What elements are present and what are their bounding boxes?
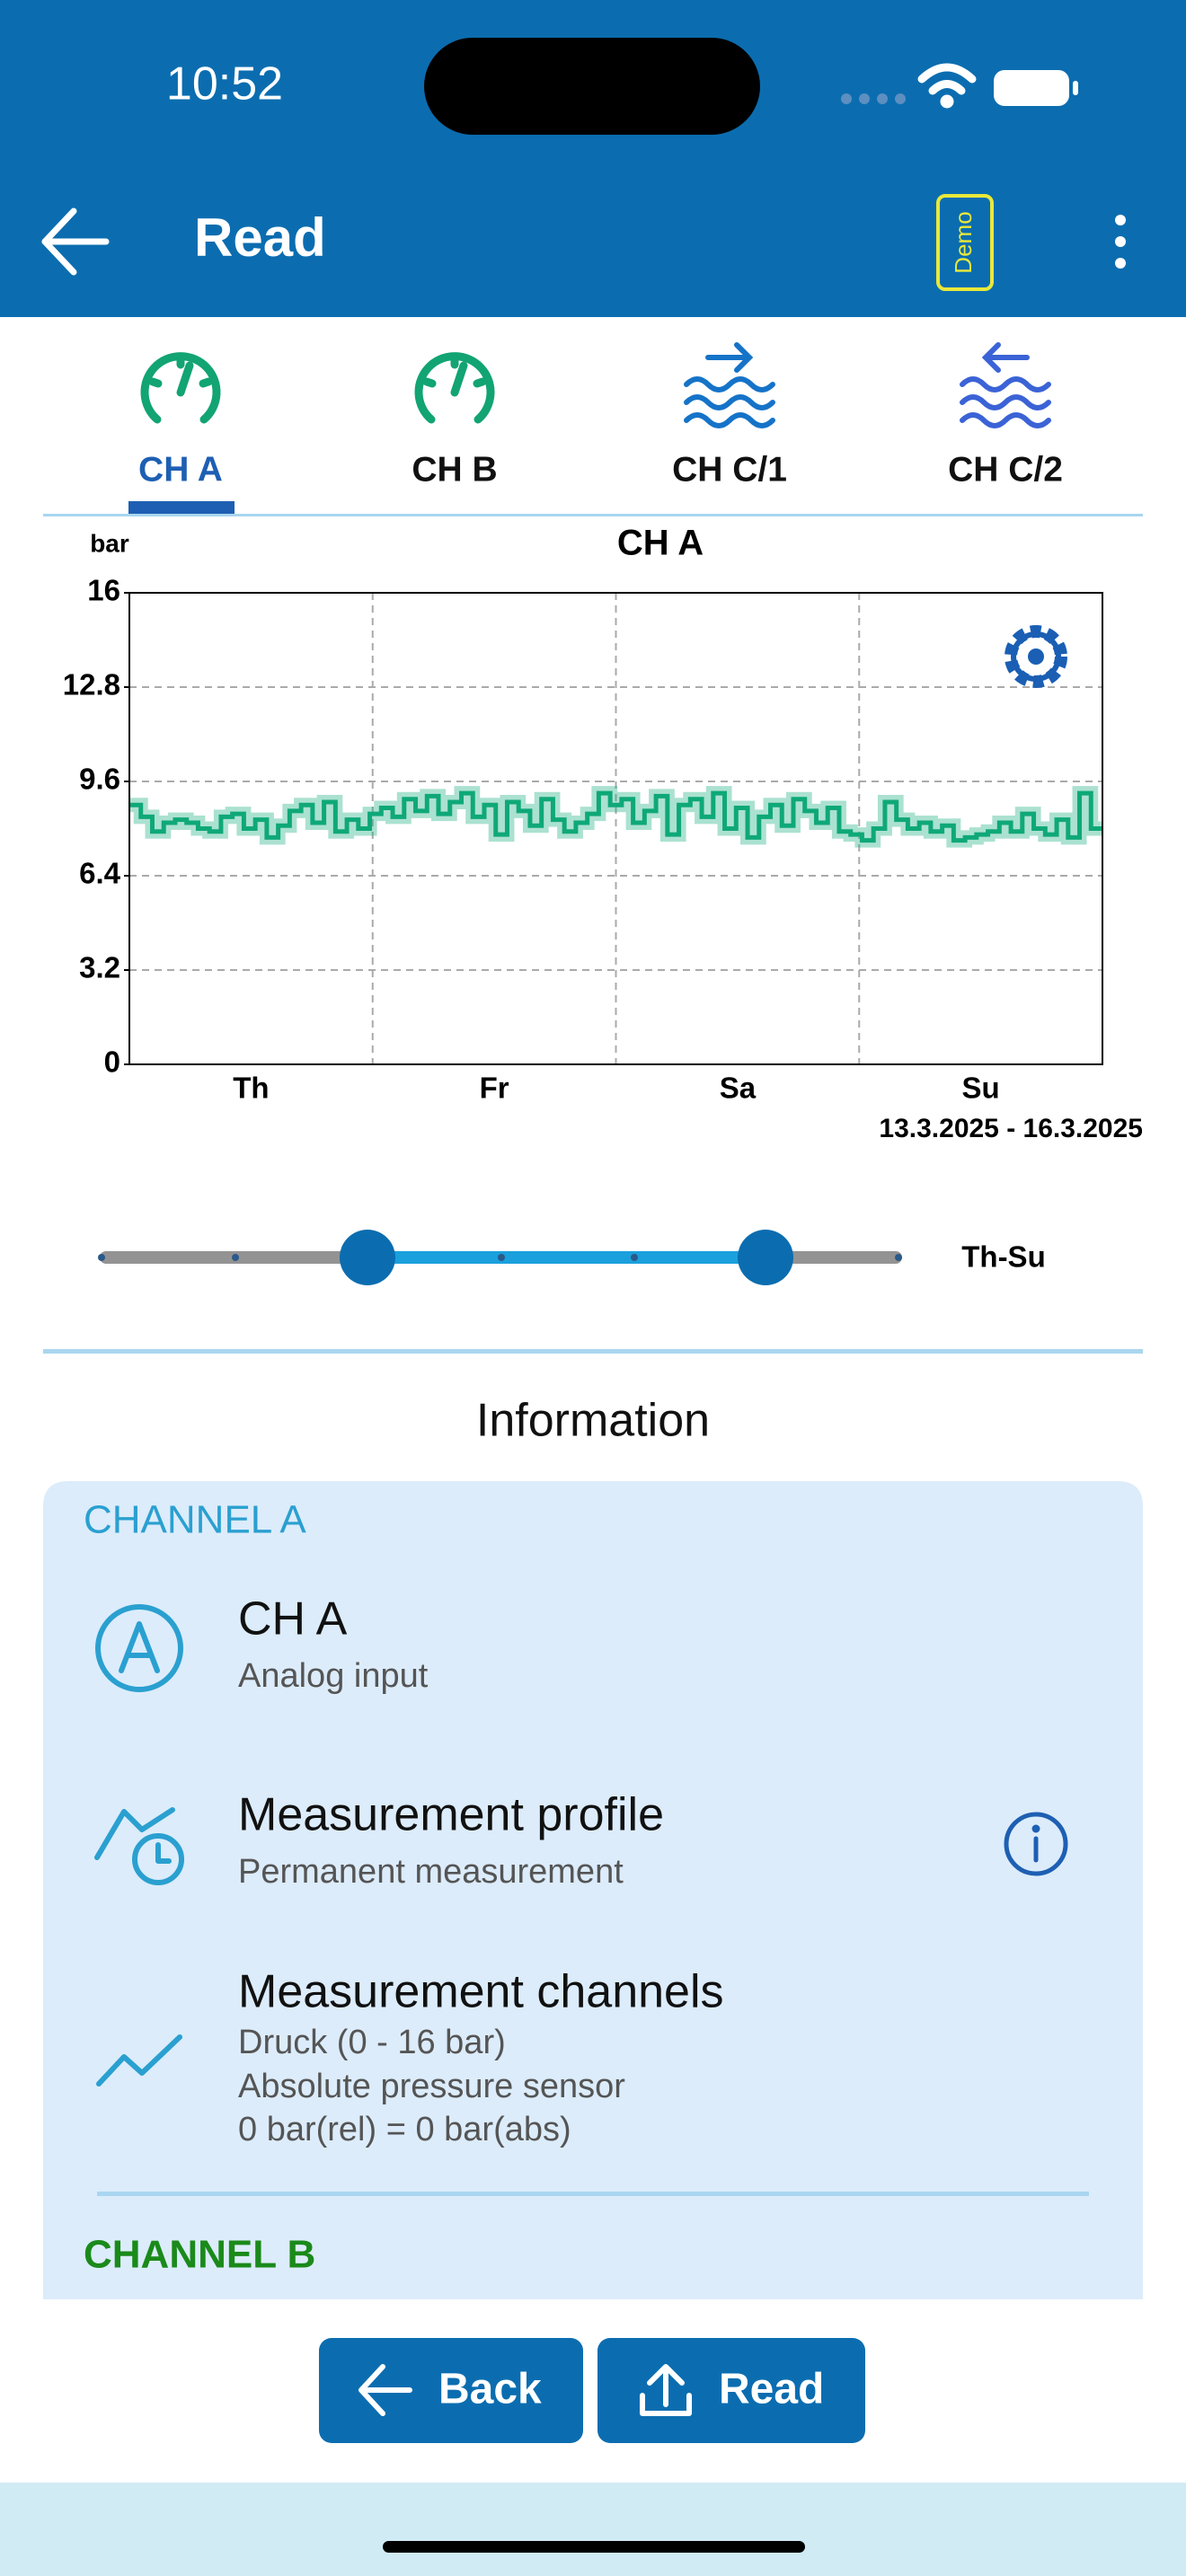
dynamic-island bbox=[424, 38, 760, 135]
date-range: 13.3.2025 - 16.3.2025 bbox=[879, 1114, 1143, 1143]
range-slider[interactable] bbox=[98, 1230, 902, 1285]
divider bbox=[43, 514, 1143, 516]
menu-icon[interactable] bbox=[1115, 215, 1126, 269]
button-label: Back bbox=[438, 2366, 542, 2413]
profile-icon bbox=[94, 1807, 184, 1885]
item-detail: Druck (0 - 16 bar) bbox=[238, 2024, 506, 2061]
settings-icon[interactable] bbox=[1005, 625, 1067, 688]
y-tick-label: 6.4 bbox=[79, 857, 121, 890]
item-detail: Absolute pressure sensor bbox=[238, 2068, 625, 2105]
back-arrow[interactable] bbox=[41, 207, 110, 276]
flow-in-icon bbox=[684, 342, 775, 428]
item-title: CH A bbox=[238, 1593, 348, 1645]
chart: bar CH A 13.3.2025 - 16.3.2025 0 3.2 6.4 9.… bbox=[63, 524, 1143, 1143]
chart-title: CH A bbox=[617, 524, 704, 563]
channel-heading: CHANNEL A bbox=[84, 1498, 306, 1542]
x-tick-label: Su bbox=[962, 1072, 1000, 1105]
status-time: 10:52 bbox=[166, 58, 283, 110]
battery-tip bbox=[1073, 81, 1078, 95]
divider bbox=[43, 1349, 1143, 1354]
item-title: Measurement profile bbox=[238, 1789, 664, 1841]
y-axis-unit: bar bbox=[90, 529, 129, 557]
item-detail: Permanent measurement bbox=[238, 1853, 624, 1891]
divider bbox=[97, 2192, 1089, 2196]
channels-icon bbox=[96, 2034, 182, 2086]
y-tick-label: 3.2 bbox=[79, 951, 120, 984]
tab[interactable]: CH C/1 bbox=[672, 450, 787, 489]
item-detail: 0 bar(rel) = 0 bar(abs) bbox=[238, 2111, 571, 2148]
analog-icon bbox=[95, 1604, 183, 1692]
section-title: Information bbox=[476, 1395, 710, 1447]
y-tick-label: 16 bbox=[87, 574, 120, 607]
tab-indicator bbox=[128, 501, 235, 514]
battery-icon bbox=[994, 70, 1069, 106]
flow-out-icon bbox=[960, 342, 1051, 428]
item-title: Measurement channels bbox=[238, 1966, 724, 2018]
y-tick-label: 9.6 bbox=[79, 763, 120, 796]
plot-frame bbox=[128, 592, 1103, 1065]
back-button[interactable] bbox=[319, 2338, 583, 2443]
x-tick-label: Th bbox=[233, 1072, 269, 1105]
line bbox=[129, 790, 1102, 843]
tab[interactable]: CH A bbox=[138, 450, 223, 489]
demo-badge[interactable] bbox=[936, 194, 994, 291]
info-icon[interactable] bbox=[1004, 1812, 1068, 1876]
bottom-bar bbox=[0, 2483, 1186, 2576]
demo-badge-text: Demo bbox=[950, 211, 977, 273]
y-tick-label: 0 bbox=[104, 1045, 120, 1079]
channel-heading: CHANNEL B bbox=[84, 2233, 315, 2277]
read-button[interactable] bbox=[597, 2338, 865, 2443]
home-indicator bbox=[383, 2541, 805, 2553]
page-title: Read bbox=[194, 207, 326, 268]
item-detail: Analog input bbox=[238, 1657, 429, 1695]
gauge-icon bbox=[140, 352, 221, 424]
tab[interactable]: CH B bbox=[412, 450, 497, 489]
x-tick-label: Sa bbox=[720, 1072, 757, 1105]
x-tick-label: Fr bbox=[480, 1072, 509, 1105]
wifi-icon bbox=[917, 63, 977, 109]
upload-icon bbox=[640, 2364, 692, 2416]
gauge-icon bbox=[414, 352, 495, 424]
tab[interactable]: CH C/2 bbox=[948, 450, 1063, 489]
info-card bbox=[43, 1481, 1143, 2299]
signal-dots bbox=[841, 93, 906, 104]
y-tick-label: 12.8 bbox=[63, 668, 120, 701]
range-label: Th-Su bbox=[961, 1240, 1045, 1274]
button-label: Read bbox=[719, 2366, 824, 2413]
back-button-icon bbox=[358, 2364, 412, 2416]
